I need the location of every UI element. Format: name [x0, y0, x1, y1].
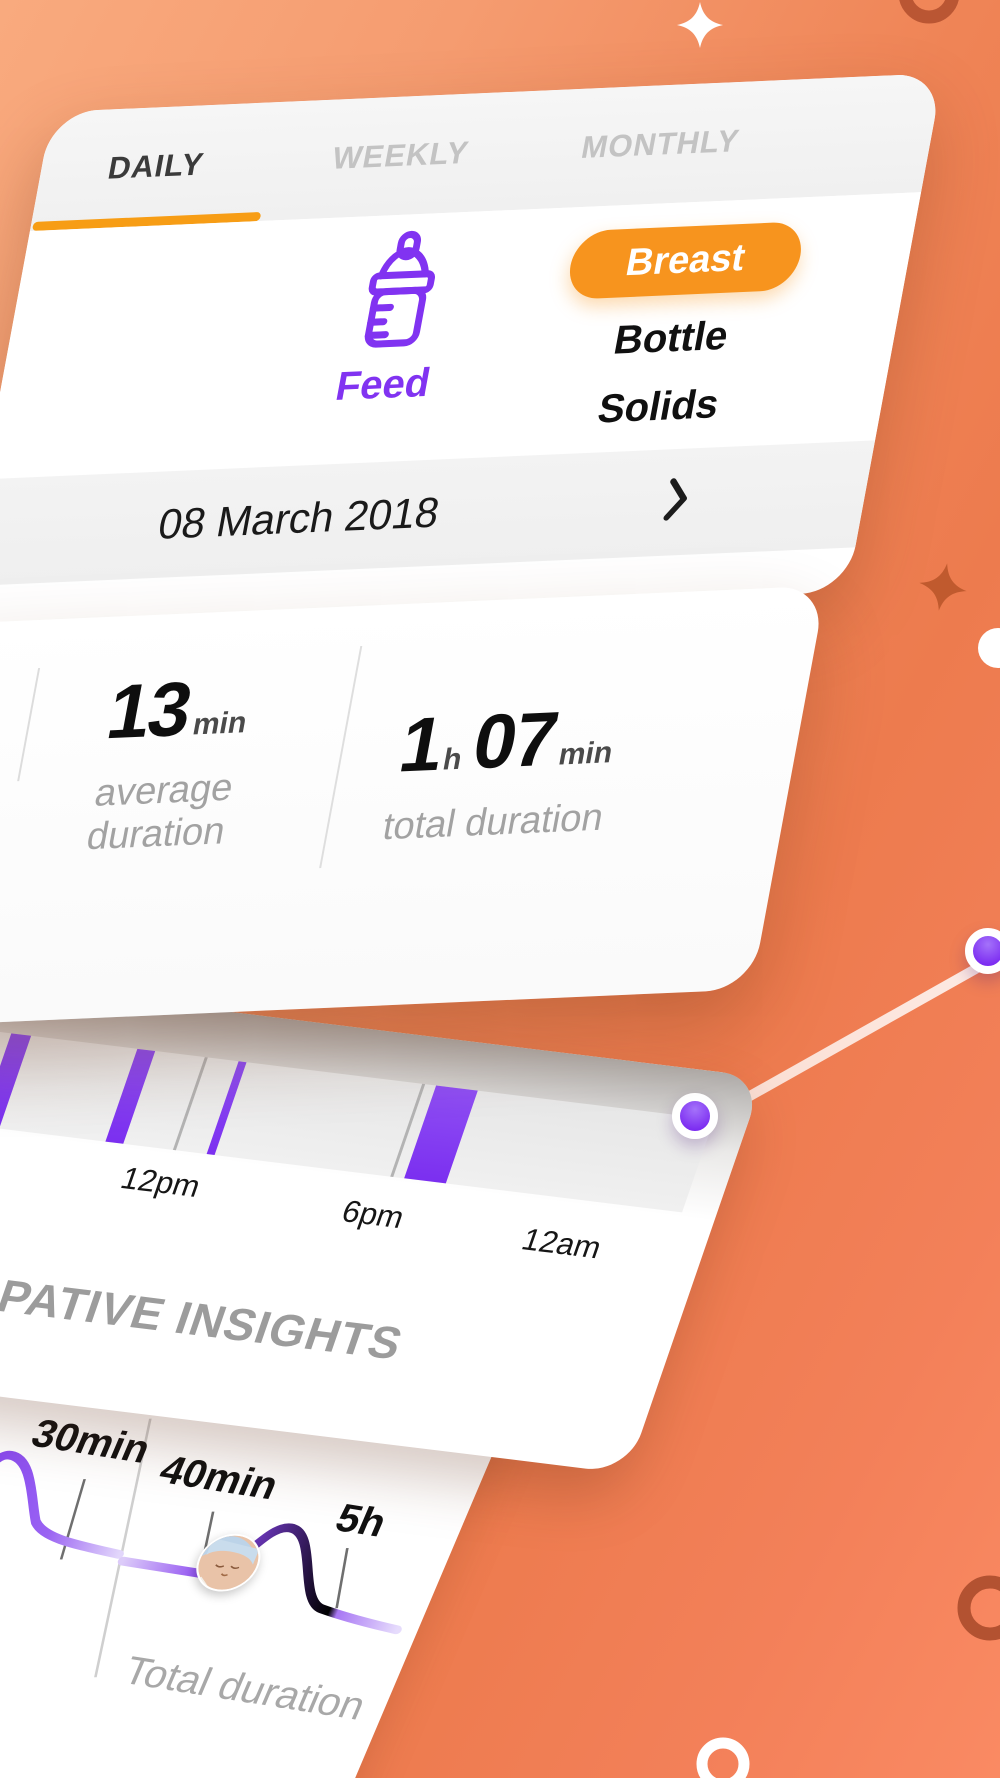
- average-duration-stat: 13 min average duration: [12, 660, 327, 863]
- ring-dark-top-icon: [899, 0, 959, 24]
- option-breast-button[interactable]: Breast: [564, 221, 807, 300]
- graph-node-dot: [672, 1093, 718, 1139]
- feed-label: Feed: [332, 360, 434, 410]
- insights-card-wrapper: 30min 40min 5h uration Total duration: [0, 1240, 543, 1778]
- average-unit: min: [190, 705, 250, 742]
- 5h-pointer-line: [335, 1548, 349, 1609]
- feed-session-bar: [0, 1033, 32, 1129]
- timeline-tick: [172, 1057, 208, 1151]
- total-minutes: 07: [466, 696, 563, 786]
- total-caption: total duration: [379, 796, 607, 849]
- baby-bottle-icon: [364, 230, 436, 348]
- feed-type-options: Breast Bottle Solids: [539, 221, 807, 437]
- average-value: 13: [100, 666, 198, 756]
- baby-avatar: [186, 1529, 271, 1596]
- tab-monthly[interactable]: MONTHLY: [578, 122, 743, 166]
- main-card-wrapper: DAILY WEEKLY MONTHLY: [0, 73, 944, 1032]
- ring-dark-bottom-icon: [957, 1575, 1000, 1641]
- feed-category-button[interactable]: Feed: [284, 226, 507, 412]
- chevron-right-icon[interactable]: [662, 476, 692, 521]
- axis-label-6pm: 6pm: [337, 1193, 409, 1235]
- total-minutes-unit: min: [555, 736, 616, 772]
- total-hours-unit: h: [440, 742, 465, 777]
- date-selector-row[interactable]: 08 March 2018: [0, 440, 876, 587]
- feed-session-bar: [404, 1085, 478, 1184]
- graph-node-dot: [965, 928, 1000, 974]
- average-caption: average duration: [83, 766, 237, 859]
- average-duration-curve: [0, 1450, 124, 1559]
- feed-section: Feed Breast Bottle Solids: [0, 192, 922, 480]
- feed-summary-card: DAILY WEEKLY MONTHLY: [0, 73, 944, 631]
- option-solids-button[interactable]: Solids: [594, 381, 723, 432]
- option-bottle-button[interactable]: Bottle: [610, 313, 732, 363]
- circle-white-small: [978, 628, 1000, 668]
- total-duration-stat: 1 h 07 min total duration: [344, 691, 661, 851]
- ring-white-bottom-icon: [696, 1737, 750, 1778]
- tab-daily[interactable]: DAILY: [105, 146, 207, 186]
- sparkle-white-icon: [676, 1, 724, 49]
- insights-section-title: PATIVE INSIGHTS: [0, 1269, 410, 1370]
- duration-stats-card: 13 min average duration 1 h 07 min total…: [0, 585, 827, 1032]
- selected-date: 08 March 2018: [154, 488, 444, 548]
- sparkle-dark-icon: [919, 563, 967, 611]
- feed-session-bar: [206, 1061, 247, 1156]
- tab-weekly[interactable]: WEEKLY: [329, 134, 472, 176]
- section-divider-line: [94, 1418, 152, 1678]
- comparative-insights-card: 30min 40min 5h uration Total duration: [0, 1240, 543, 1778]
- 30min-pointer-line: [59, 1479, 86, 1560]
- feed-session-bar: [105, 1048, 156, 1144]
